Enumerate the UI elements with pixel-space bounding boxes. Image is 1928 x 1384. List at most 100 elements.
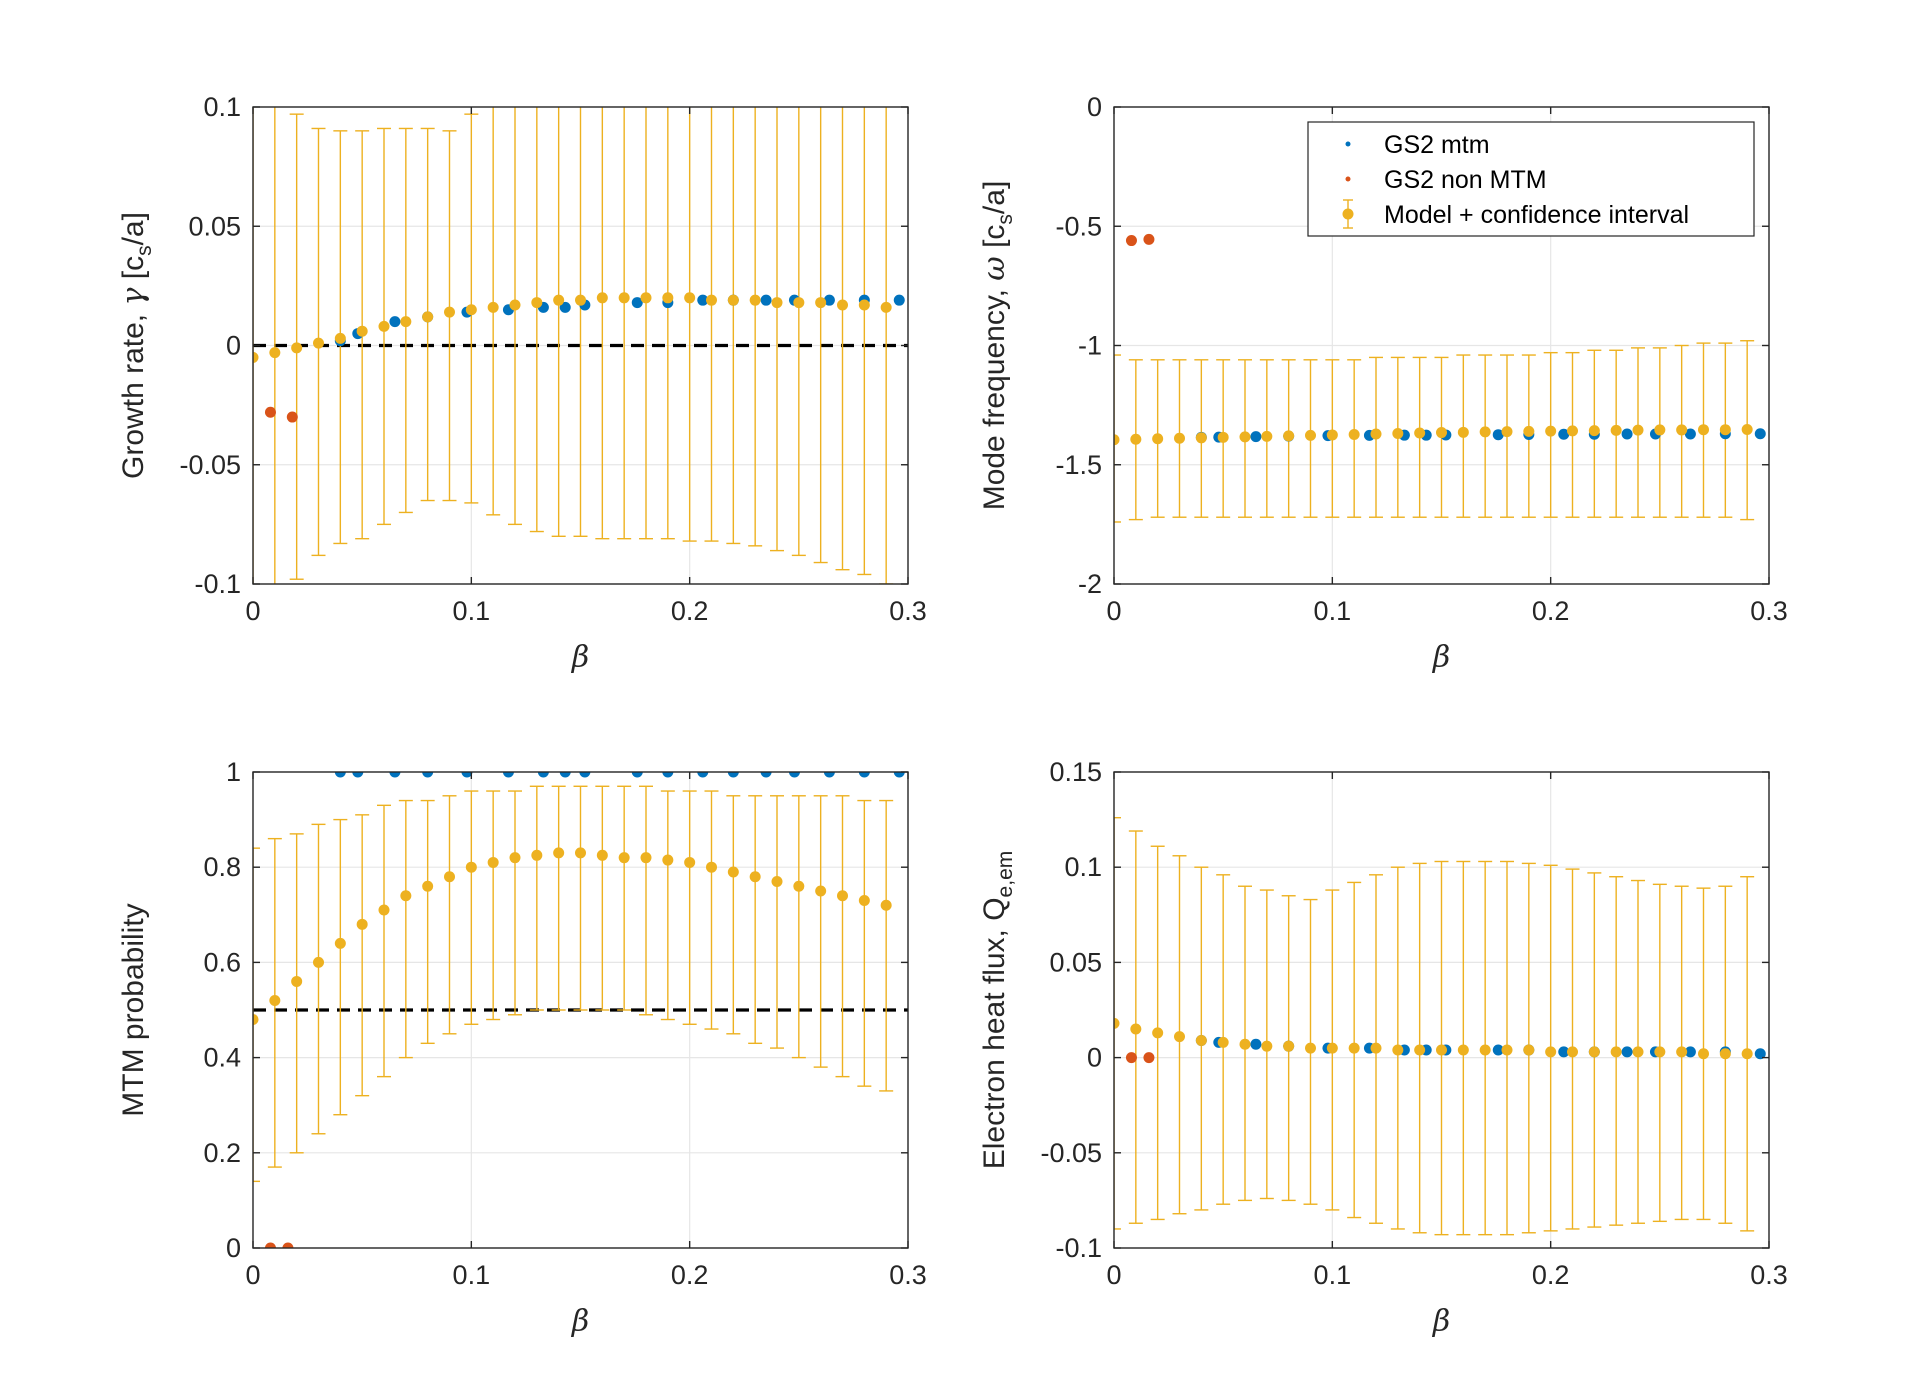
model-point [575, 847, 586, 859]
model-error-bar [508, 790, 522, 1016]
panel-growth: 0 0.1 0.2 0.3 -0.1 -0.05 0 0.05 0.1 β Growth rate,… [116, 92, 927, 675]
model-error-bar [770, 107, 784, 552]
model-point [334, 332, 346, 344]
gs2-mtm-point [760, 294, 772, 306]
model-point [1217, 431, 1229, 443]
x-axis-label: β [571, 1304, 589, 1339]
panel-frequency: 0 0.1 0.2 0.3 -2 -1.5 -1 -0.5 0 β Mode frequency, … [977, 92, 1788, 675]
gs2-non-mtm-point [264, 406, 276, 418]
y-tick-label: 0 [1087, 92, 1102, 122]
model-point [1114, 1017, 1120, 1029]
model-point [1632, 424, 1644, 436]
x-tick-label: 0.3 [889, 596, 927, 626]
model-error-bar [704, 107, 719, 542]
data-layer [253, 107, 905, 584]
model-point [1567, 425, 1578, 437]
model-error-bar [1114, 816, 1121, 1230]
model-point [1174, 1031, 1185, 1043]
gs2-mtm-point [631, 297, 643, 309]
model-error-bar [660, 107, 675, 540]
y-tick-label: -0.05 [179, 450, 241, 480]
model-error-bar [595, 107, 610, 540]
model-point [1501, 1044, 1513, 1056]
model-point [465, 861, 477, 873]
y-tick-label: 0.4 [203, 1043, 241, 1073]
y-tick-label: 0.6 [203, 947, 241, 977]
model-point [618, 852, 630, 864]
gs2-mtm-point [697, 294, 709, 306]
model-point [1174, 432, 1185, 444]
data-layer [253, 772, 905, 1248]
model-point [1610, 424, 1622, 436]
x-axis-label: β [1432, 1304, 1450, 1339]
model-error-bar [835, 795, 850, 1078]
model-point [422, 880, 434, 892]
gs2-mtm-point [389, 316, 401, 328]
gs2-mtm-point [893, 294, 905, 306]
gs2-non-mtm-point [1143, 233, 1155, 245]
model-point [1698, 1048, 1709, 1060]
x-tick-label: 0.2 [1532, 1260, 1570, 1290]
y-axis-label: Electron heat flux, Qe,em [978, 851, 1017, 1170]
model-point [1719, 424, 1731, 436]
model-point [706, 294, 717, 306]
model-point [1741, 423, 1753, 435]
gs2-mtm-point [1250, 431, 1262, 443]
model-error-bar [748, 107, 763, 547]
model-point [1610, 1046, 1622, 1058]
model-point [1283, 1040, 1295, 1052]
model-point [1392, 1044, 1404, 1056]
gs2-mtm-point [631, 772, 643, 778]
model-error-bar [726, 107, 741, 545]
model-error-bar [529, 107, 544, 533]
model-error-bar [333, 818, 348, 1116]
x-tick-label: 0 [1106, 1260, 1121, 1290]
model-point [1239, 431, 1251, 443]
model-point [1654, 424, 1666, 436]
gs2-mtm-point [1621, 1046, 1633, 1058]
model-error-bar [551, 785, 566, 1011]
model-error-bar [835, 107, 850, 571]
model-error-bar [791, 795, 806, 1059]
model-point [1676, 424, 1688, 436]
gs2-mtm-point [858, 772, 870, 778]
model-error-bar [398, 799, 413, 1059]
model-point [1654, 1046, 1666, 1058]
model-error-bar [1114, 354, 1121, 523]
model-error-bar [813, 107, 828, 564]
model-error-bar [879, 799, 894, 1092]
model-point [1501, 426, 1513, 438]
y-tick-label: -0.1 [194, 569, 241, 599]
model-point [291, 342, 303, 354]
y-tick-label: -1.5 [1055, 450, 1102, 480]
gs2-mtm-point [893, 772, 905, 778]
y-tick-label: -0.1 [1055, 1233, 1102, 1263]
legend-label-gs2-non-mtm: GS2 non MTM [1384, 166, 1547, 194]
model-point [771, 875, 783, 887]
x-axis-label: β [571, 640, 589, 675]
x-tick-label: 0.2 [671, 1260, 709, 1290]
gs2-mtm-point [823, 294, 835, 306]
model-point [771, 297, 783, 309]
gs2-mtm-point [1684, 1046, 1696, 1058]
legend: GS2 mtm GS2 non MTM Model + confidence int… [1307, 121, 1755, 237]
model-error-bar [704, 790, 719, 1030]
model-point [1567, 1046, 1578, 1058]
model-point [487, 856, 499, 868]
gs2-mtm-point [334, 772, 346, 778]
gs2-mtm-point [1754, 428, 1766, 440]
model-point [1436, 1044, 1447, 1056]
x-tick-label: 0.2 [671, 596, 709, 626]
model-point [253, 1014, 259, 1026]
x-tick-label: 0 [245, 1260, 260, 1290]
model-point [269, 347, 281, 359]
model-error-bar [355, 814, 370, 1097]
legend-marker-gs2-mtm [1345, 141, 1351, 147]
model-error-bar [595, 785, 610, 1011]
gs2-mtm-point [559, 301, 571, 313]
model-point [858, 895, 870, 907]
model-point [706, 861, 717, 873]
gs2-mtm-point [760, 772, 772, 778]
gs2-mtm-point [1492, 1044, 1504, 1056]
model-error-bar [573, 785, 588, 1011]
